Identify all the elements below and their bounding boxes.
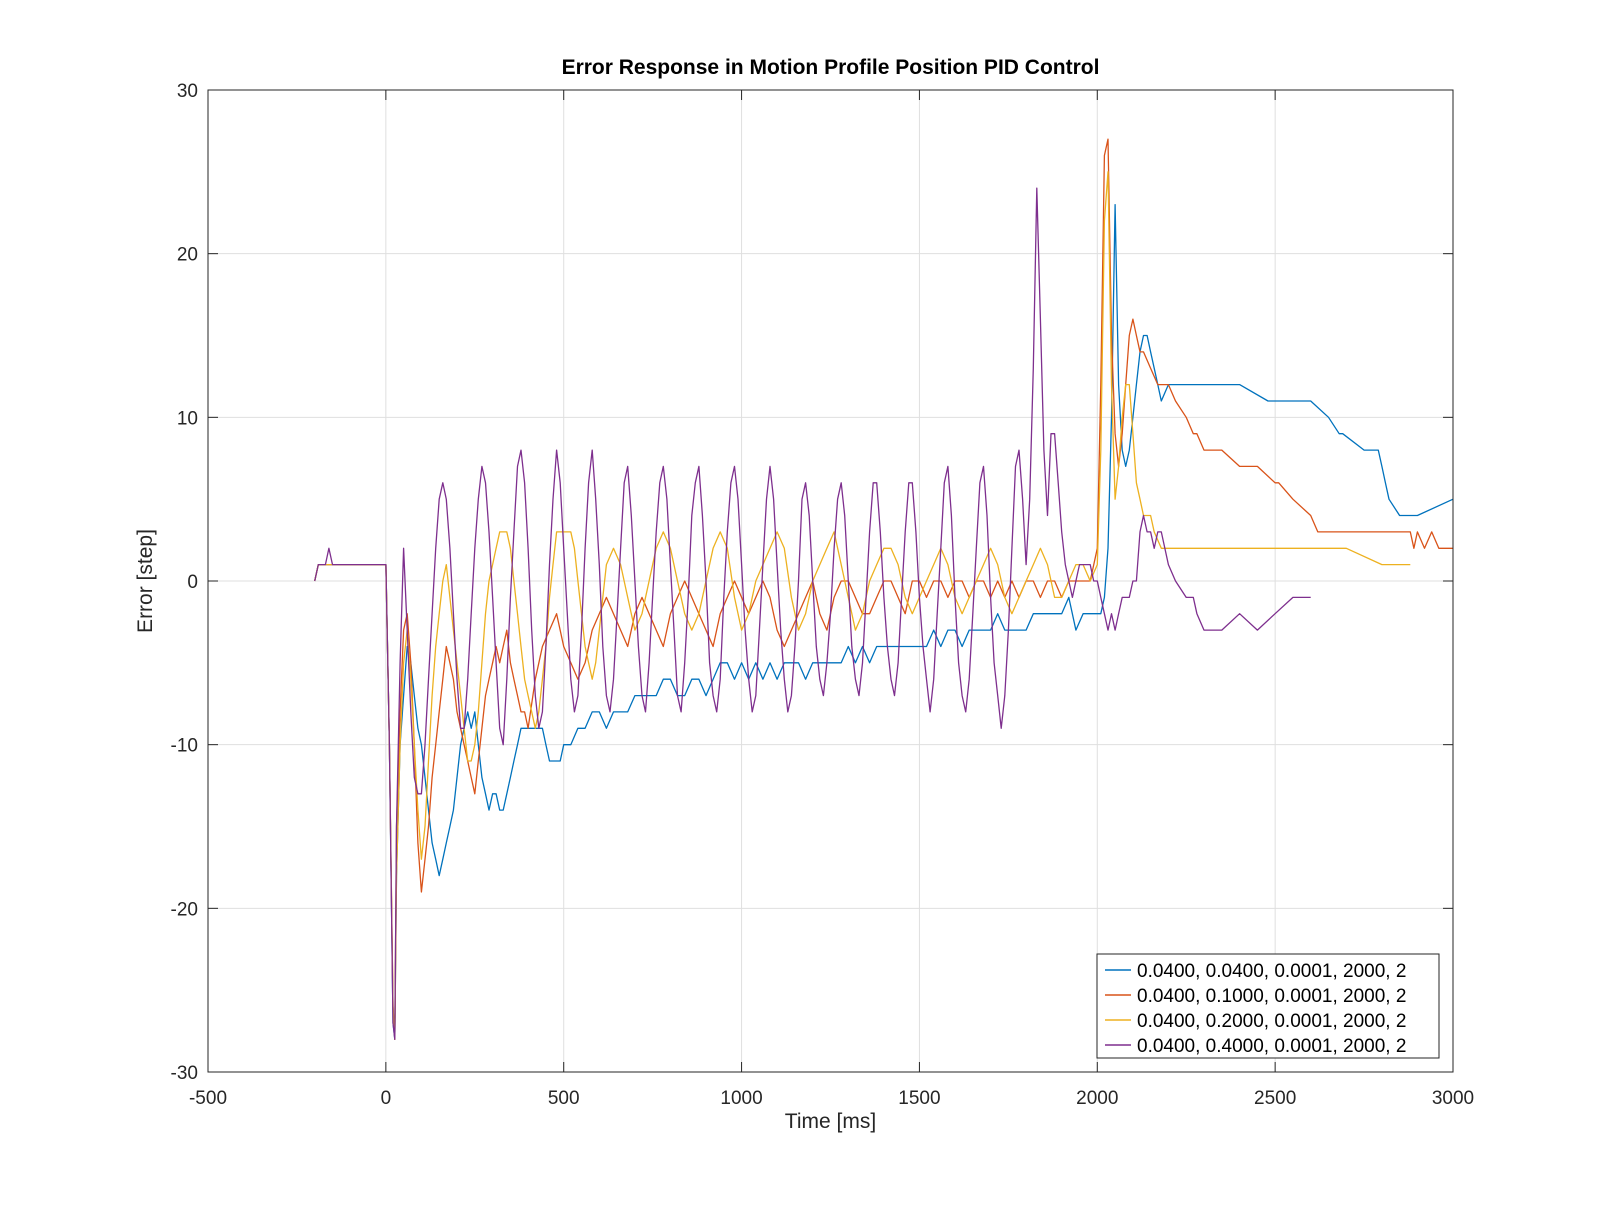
x-tick-label: 3000 [1432,1088,1474,1109]
legend-entry-label: 0.0400, 0.0400, 0.0001, 2000, 2 [1137,961,1406,982]
legend-entry-label: 0.0400, 0.4000, 0.0001, 2000, 2 [1137,1036,1406,1057]
legend-entry-label: 0.0400, 0.1000, 0.0001, 2000, 2 [1137,986,1406,1007]
x-tick-label: 1500 [898,1088,940,1109]
chart-title: Error Response in Motion Profile Positio… [562,56,1100,79]
y-axis-title: Error [step] [134,529,157,633]
x-tick-label: 0 [381,1088,392,1109]
x-tick-label: -500 [189,1088,227,1109]
x-tick-label: 1000 [720,1088,762,1109]
y-tick-label: 0 [187,572,198,593]
y-tick-label: -10 [171,736,198,757]
y-tick-label: -30 [171,1063,198,1084]
y-tick-label: -20 [171,899,198,920]
y-tick-label: 10 [177,408,198,429]
series-lines [314,138,1454,1040]
y-tick-label: 20 [177,245,198,266]
series-line-4 [314,187,1311,1040]
x-tick-label: 2500 [1254,1088,1296,1109]
x-tick-label: 2000 [1076,1088,1118,1109]
legend-entry-label: 0.0400, 0.2000, 0.0001, 2000, 2 [1137,1011,1406,1032]
x-tick-label: 500 [548,1088,580,1109]
series-line-1 [314,203,1454,1040]
legend-box [1096,953,1440,1059]
axis-ticks: -500 0 500 1000 1500 2000 2500 3000 -30 -20 -10 0 10… [171,81,1475,1109]
series-line-3 [314,171,1411,1040]
x-axis-title: Time [ms] [785,1110,876,1133]
y-tick-label: 30 [177,81,198,102]
legend: 0.0400, 0.0400, 0.0001, 2000, 2 0.0400, 0… [1096,953,1440,1059]
